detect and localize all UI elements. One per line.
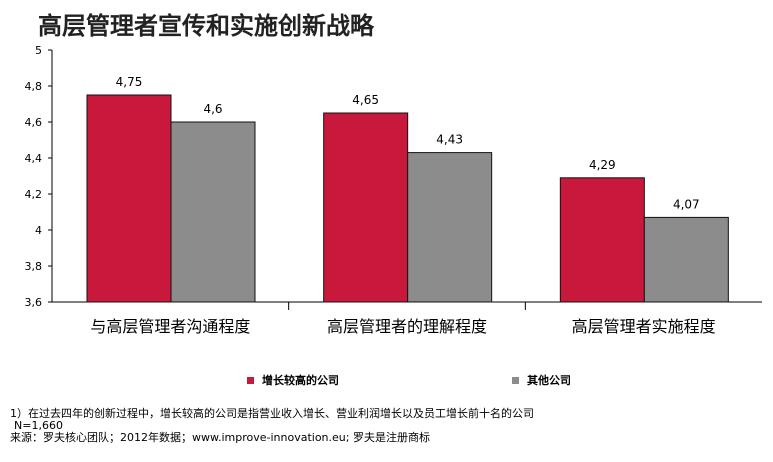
y-tick-label: 4 — [35, 224, 42, 237]
bar-other-3 — [643, 216, 729, 303]
legend: 增长较高的公司 其他公司 — [0, 372, 773, 392]
footnotes: 1）在过去四年的创新过程中，增长较高的公司是指营业收入增长、营业利润增长以及员工… — [10, 408, 534, 444]
bar-other-2 — [407, 152, 493, 303]
x-category-label: 与高层管理者沟通程度 — [90, 317, 250, 336]
bar-value-label: 4,75 — [116, 75, 143, 89]
chart-title: 高层管理者宣传和实施创新战略 — [38, 11, 374, 40]
legend-label: 增长较高的公司 — [262, 374, 339, 387]
y-tick-label: 4,6 — [25, 116, 43, 129]
y-tick-label: 3,6 — [25, 296, 43, 309]
legend-item-high-growth: 增长较高的公司 — [247, 372, 339, 388]
bar-value-label: 4,65 — [352, 93, 379, 107]
bar-other-1 — [170, 121, 256, 303]
bar-high-growth-1 — [86, 94, 172, 303]
bar-value-label: 4,43 — [436, 133, 463, 147]
legend-swatch — [247, 376, 254, 384]
y-tick-label: 4,8 — [25, 80, 43, 93]
y-tick-label: 5 — [35, 44, 42, 57]
x-category-label: 高层管理者实施程度 — [572, 317, 716, 336]
y-tick-label: 4,4 — [25, 152, 43, 165]
bar-high-growth-3 — [559, 177, 645, 303]
bar-value-label: 4,07 — [673, 197, 700, 211]
x-category-label: 高层管理者的理解程度 — [327, 317, 487, 336]
footnote-sample-size: N=1,660 — [14, 419, 63, 432]
footnote-source: 来源：罗夫核心团队；2012年数据；www.improve-innovation… — [10, 431, 430, 444]
footnote-definition: 1）在过去四年的创新过程中，增长较高的公司是指营业收入增长、营业利润增长以及员工… — [10, 407, 534, 420]
bar-value-label: 4,6 — [203, 102, 222, 116]
bar-value-label: 4,29 — [589, 158, 616, 172]
y-tick-label: 4,2 — [25, 188, 43, 201]
y-tick-label: 3,8 — [25, 260, 43, 273]
legend-swatch — [512, 376, 519, 384]
legend-item-other: 其他公司 — [512, 372, 571, 388]
bar-high-growth-2 — [323, 112, 409, 303]
legend-label: 其他公司 — [527, 374, 571, 387]
